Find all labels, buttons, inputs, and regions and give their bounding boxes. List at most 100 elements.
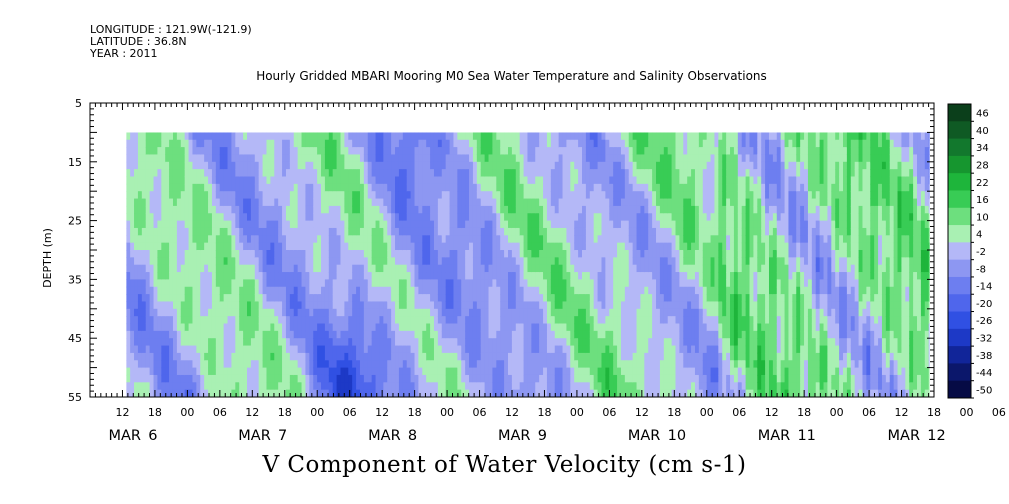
field-cell bbox=[430, 352, 435, 361]
field-cell bbox=[422, 183, 427, 192]
field-cell bbox=[620, 176, 626, 185]
field-cell bbox=[593, 132, 599, 141]
field-cell bbox=[324, 183, 330, 192]
field-cell bbox=[227, 169, 233, 178]
field-cell bbox=[613, 250, 618, 258]
field-cell bbox=[617, 154, 622, 163]
field-cell bbox=[332, 198, 338, 207]
field-cell bbox=[578, 264, 583, 273]
field-cell bbox=[250, 198, 256, 207]
field-cell bbox=[200, 301, 205, 310]
field-cell bbox=[383, 316, 388, 325]
field-cell bbox=[570, 338, 575, 347]
field-cell bbox=[204, 308, 209, 317]
field-cell bbox=[648, 213, 653, 222]
field-cell bbox=[472, 242, 478, 251]
field-cell bbox=[293, 183, 299, 192]
field-cell bbox=[461, 360, 466, 369]
field-cell bbox=[204, 286, 209, 295]
field-cell bbox=[640, 169, 645, 178]
field-cell bbox=[196, 132, 201, 141]
field-cell bbox=[126, 235, 131, 244]
field-cell bbox=[527, 382, 532, 391]
field-cell bbox=[582, 279, 587, 288]
field-cell bbox=[340, 360, 345, 369]
field-cell bbox=[613, 352, 618, 361]
field-cell bbox=[336, 205, 342, 214]
field-cell bbox=[363, 132, 369, 141]
field-cell bbox=[180, 176, 186, 185]
field-cell bbox=[149, 205, 155, 214]
field-cell bbox=[363, 161, 369, 170]
field-cell bbox=[188, 360, 194, 369]
field-cell bbox=[266, 191, 271, 200]
field-cell bbox=[363, 250, 369, 258]
field-cell bbox=[558, 205, 564, 214]
field-cell bbox=[391, 382, 396, 391]
field-cell bbox=[508, 345, 513, 354]
field-cell bbox=[465, 316, 470, 325]
field-cell bbox=[511, 169, 517, 178]
field-cell bbox=[426, 352, 431, 361]
field-cell bbox=[328, 176, 334, 185]
field-cell bbox=[208, 279, 213, 288]
field-cell bbox=[317, 176, 322, 185]
field-cell bbox=[211, 360, 217, 369]
field-cell bbox=[597, 352, 603, 361]
field-cell bbox=[414, 316, 420, 325]
field-cell bbox=[582, 338, 587, 347]
field-cell bbox=[297, 301, 303, 310]
field-cell bbox=[340, 264, 345, 273]
field-cell bbox=[223, 139, 229, 148]
field-cell bbox=[582, 139, 587, 148]
field-cell bbox=[356, 367, 361, 376]
field-cell bbox=[593, 161, 599, 170]
field-cell bbox=[352, 235, 357, 244]
field-cell bbox=[395, 213, 400, 222]
field-cell bbox=[126, 169, 131, 178]
field-cell bbox=[570, 176, 575, 185]
field-cell bbox=[379, 257, 384, 266]
field-cell bbox=[539, 264, 544, 273]
field-cell bbox=[383, 279, 388, 288]
field-cell bbox=[617, 308, 622, 317]
field-cell bbox=[313, 154, 318, 163]
field-cell bbox=[247, 213, 252, 222]
field-cell bbox=[457, 250, 462, 258]
field-cell bbox=[613, 389, 618, 397]
field-cell bbox=[367, 286, 373, 295]
field-cell bbox=[558, 161, 564, 170]
field-cell bbox=[208, 389, 213, 397]
field-cell bbox=[188, 191, 194, 200]
field-cell bbox=[196, 205, 201, 214]
field-cell bbox=[511, 161, 517, 170]
field-cell bbox=[134, 360, 139, 369]
field-cell bbox=[492, 374, 497, 383]
field-cell bbox=[465, 301, 470, 310]
field-cell bbox=[130, 198, 135, 207]
field-cell bbox=[453, 367, 458, 376]
field-cell bbox=[500, 205, 505, 214]
field-cell bbox=[523, 147, 529, 156]
field-cell bbox=[617, 183, 622, 192]
field-cell bbox=[410, 235, 416, 244]
field-cell bbox=[215, 169, 221, 178]
field-cell bbox=[344, 316, 349, 325]
field-cell bbox=[352, 161, 357, 170]
field-cell bbox=[539, 132, 544, 141]
field-cell bbox=[317, 205, 322, 214]
field-cell bbox=[258, 154, 264, 163]
field-cell bbox=[309, 132, 314, 141]
field-cell bbox=[157, 205, 162, 214]
field-cell bbox=[488, 286, 494, 295]
field-cell bbox=[367, 279, 373, 288]
field-cell bbox=[215, 330, 221, 339]
field-cell bbox=[554, 279, 560, 288]
field-cell bbox=[328, 227, 334, 236]
field-cell bbox=[188, 139, 194, 148]
field-cell bbox=[398, 235, 404, 244]
field-cell bbox=[546, 294, 552, 303]
field-cell bbox=[305, 345, 310, 354]
field-cell bbox=[239, 139, 244, 148]
field-cell bbox=[165, 323, 170, 332]
